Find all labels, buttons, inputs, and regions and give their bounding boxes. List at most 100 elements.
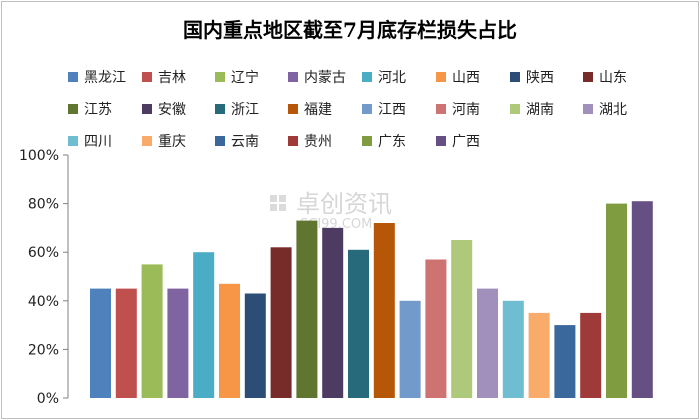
chart-legend: 黑龙江 吉林 辽宁 内蒙古 河北 山西 陕西 山东江苏 安徽 浙江 福建 江西 河南 湖南 湖北四川 重庆 云南…	[0, 0, 700, 160]
legend-label: 内蒙古	[304, 70, 346, 86]
legend-label: 浙江	[231, 102, 259, 118]
bar-9	[322, 227, 344, 398]
bar-11	[373, 223, 395, 398]
legend-item: 江西	[362, 100, 406, 118]
legend-label: 重庆	[158, 134, 186, 150]
legend-label: 河北	[378, 70, 406, 86]
legend-item: 辽宁	[215, 68, 259, 86]
legend-item: 河北	[362, 68, 406, 86]
legend-swatch	[583, 72, 593, 82]
legend-swatch	[68, 136, 78, 146]
bar-10	[348, 249, 369, 398]
bar-5	[219, 283, 240, 398]
legend-label: 江苏	[84, 102, 112, 118]
legend-swatch	[362, 136, 372, 146]
bar-2	[141, 264, 163, 398]
legend-item: 江苏	[68, 100, 112, 118]
legend-item: 湖南	[510, 100, 554, 118]
legend-label: 广西	[452, 134, 480, 150]
y-axis: 0% 20% 40% 60% 80% 100%	[19, 148, 69, 407]
bar-18	[554, 325, 576, 398]
watermark-brand: 卓创资讯	[296, 190, 392, 218]
legend-label: 云南	[231, 134, 259, 150]
legend-item: 山西	[436, 68, 480, 86]
bar-series	[90, 201, 653, 398]
legend-label: 辽宁	[231, 70, 259, 86]
legend-swatch	[436, 136, 446, 146]
legend-label: 山东	[599, 70, 627, 86]
y-tick-label: 40%	[28, 294, 59, 310]
legend-swatch	[436, 72, 446, 82]
legend-item: 陕西	[510, 68, 554, 86]
legend-swatch	[68, 104, 78, 114]
legend-item: 重庆	[142, 132, 186, 150]
legend-swatch	[288, 104, 298, 114]
legend-item: 安徽	[142, 100, 186, 118]
y-tick-label: 100%	[19, 148, 59, 164]
legend-label: 广东	[378, 134, 406, 150]
legend-swatch	[215, 72, 225, 82]
legend-label: 河南	[452, 102, 480, 118]
bar-19	[580, 312, 602, 398]
chart-title: 国内重点地区截至7月底存栏损失占比	[183, 18, 517, 42]
legend-label: 山西	[452, 70, 480, 86]
legend-swatch	[68, 72, 78, 82]
legend-label: 吉林	[158, 70, 186, 86]
watermark: 卓创资讯 SCI99.COM	[270, 190, 392, 232]
legend-item: 河南	[436, 100, 480, 118]
legend-item: 广东	[362, 132, 406, 150]
legend-item: 贵州	[288, 132, 332, 150]
legend-swatch	[215, 104, 225, 114]
legend-label: 贵州	[304, 134, 332, 150]
legend-item: 福建	[288, 100, 332, 118]
bar-20	[606, 203, 627, 398]
bar-6	[244, 293, 266, 398]
legend-item: 吉林	[142, 68, 186, 86]
legend-item: 内蒙古	[288, 68, 346, 86]
legend-swatch	[215, 136, 225, 146]
bar-15	[477, 288, 498, 398]
y-tick-label: 80%	[28, 197, 59, 213]
bar-8	[296, 220, 318, 398]
legend-swatch	[510, 104, 520, 114]
legend-swatch	[583, 104, 593, 114]
legend-item: 山东	[583, 68, 627, 86]
bar-4	[193, 252, 215, 398]
legend-label: 福建	[304, 102, 332, 118]
legend-item: 云南	[215, 132, 259, 150]
watermark-site: SCI99.COM	[300, 217, 372, 232]
legend-label: 湖南	[526, 102, 554, 118]
legend-item: 广西	[436, 132, 480, 150]
legend-swatch	[510, 72, 520, 82]
bar-16	[502, 300, 524, 398]
legend-swatch	[436, 104, 446, 114]
bar-1	[115, 288, 137, 398]
legend-label: 黑龙江	[84, 70, 126, 86]
bar-14	[451, 240, 473, 398]
bar-3	[167, 288, 189, 398]
y-tick-label: 20%	[28, 342, 59, 358]
bar-0	[90, 288, 111, 398]
bar-17	[528, 312, 550, 398]
legend-label: 陕西	[526, 70, 554, 86]
legend-label: 四川	[84, 134, 112, 150]
legend-label: 江西	[378, 102, 406, 118]
bar-7	[270, 247, 292, 398]
legend-item: 四川	[68, 132, 112, 150]
legend-swatch	[142, 104, 152, 114]
legend-label: 安徽	[158, 102, 186, 118]
legend-swatch	[288, 72, 298, 82]
legend-item: 黑龙江	[68, 68, 126, 86]
legend-swatch	[288, 136, 298, 146]
legend-item: 湖北	[583, 100, 627, 118]
legend-label: 湖北	[599, 102, 627, 118]
bar-13	[425, 259, 447, 398]
legend-swatch	[362, 72, 372, 82]
legend-swatch	[362, 104, 372, 114]
legend-item: 浙江	[215, 100, 259, 118]
y-tick-label: 60%	[28, 245, 59, 261]
bar-21	[631, 201, 653, 398]
legend-swatch	[142, 136, 152, 146]
bar-12	[399, 300, 421, 398]
